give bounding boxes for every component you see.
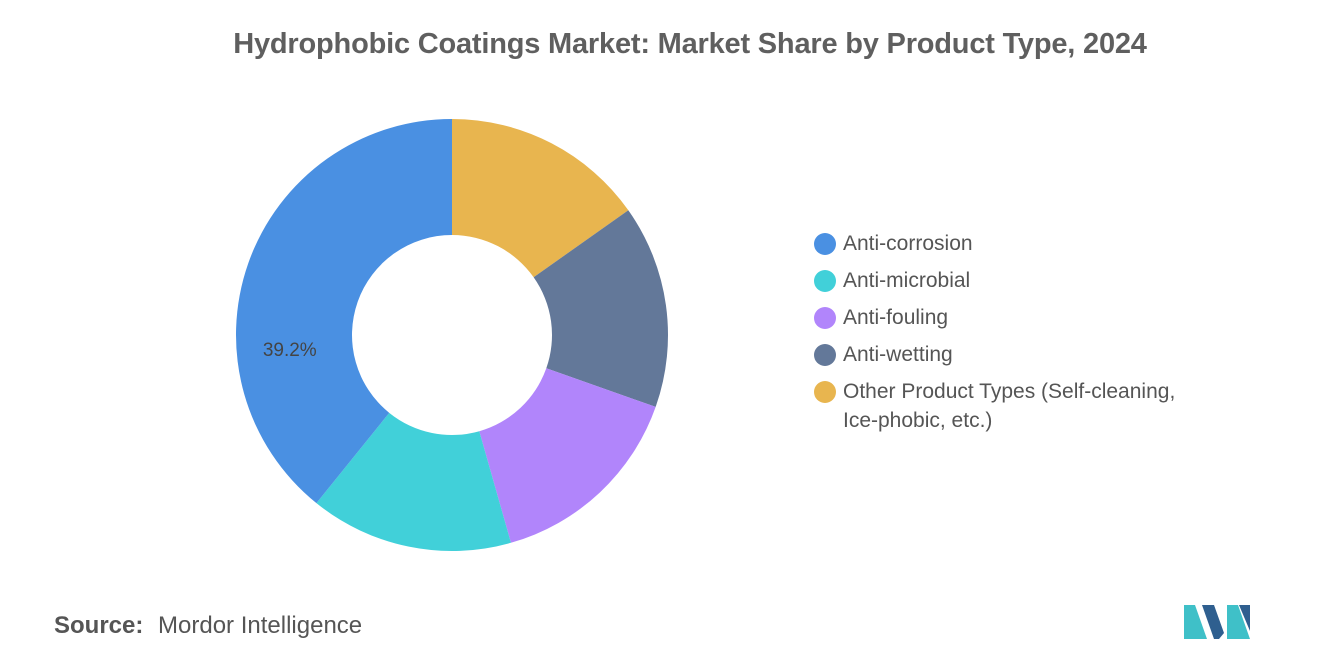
data-label: 39.2% xyxy=(263,340,317,361)
legend-swatch xyxy=(814,307,836,329)
legend-swatch xyxy=(814,344,836,366)
legend-item: Anti-microbial xyxy=(814,268,1214,295)
donut-data-labels: 39.2% xyxy=(263,340,317,361)
slice-anti-microbial xyxy=(316,412,511,551)
chart-legend: Anti-corrosion Anti-microbial Anti-fouling… xyxy=(814,231,1214,445)
legend-label: Anti-fouling xyxy=(843,306,949,329)
slice-anti-fouling xyxy=(479,368,656,543)
legend-label: Anti-corrosion xyxy=(843,232,973,255)
legend-label: Anti-wetting xyxy=(843,343,953,366)
legend-item: Anti-corrosion xyxy=(814,231,1214,258)
donut-slices xyxy=(236,119,669,551)
source-line: Source: Mordor Intelligence xyxy=(54,612,362,640)
source-name: Mordor Intelligence xyxy=(158,612,363,639)
chart-title: Hydrophobic Coatings Market: Market Shar… xyxy=(233,28,1147,60)
slice-anti-corrosion xyxy=(236,119,452,504)
legend-label: Other Product Types (Self-cleaning, Ice-… xyxy=(843,380,1176,432)
legend-item: Other Product Types (Self-cleaning, Ice-… xyxy=(814,379,1214,435)
legend-swatch xyxy=(814,270,836,292)
slice-other-product-types-self-cleaning-ice-phobic-etc xyxy=(452,119,629,278)
mordor-intelligence-logo xyxy=(1184,605,1250,639)
legend-swatch xyxy=(814,381,836,403)
legend-label: Anti-microbial xyxy=(843,269,971,292)
source-label: Source: xyxy=(54,612,144,639)
legend-item: Anti-fouling xyxy=(814,305,1214,332)
legend-item: Anti-wetting xyxy=(814,342,1214,369)
slice-anti-wetting xyxy=(533,210,669,407)
legend-swatch xyxy=(814,233,836,255)
